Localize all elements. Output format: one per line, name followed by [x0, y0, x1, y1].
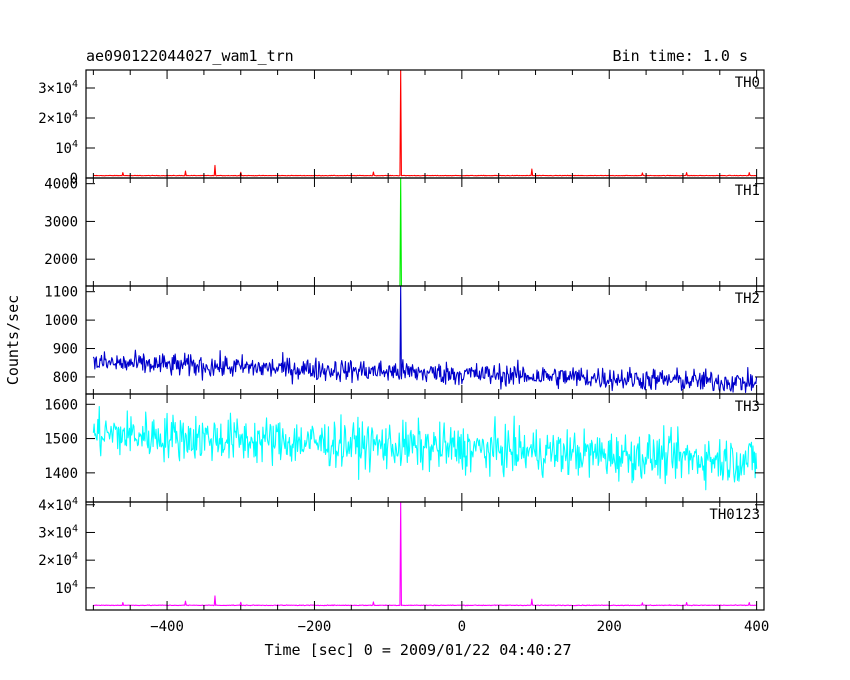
y-tick-label: 1600	[44, 397, 78, 413]
x-axis-label: Time [sec] 0 = 2009/01/22 04:40:27	[264, 641, 571, 659]
panel-label-th0: TH0	[735, 75, 760, 91]
y-tick-label: 4000	[44, 177, 78, 193]
series-line-th2	[92, 286, 758, 394]
y-tick-label: 1100	[44, 285, 78, 301]
series-line-th0123	[93, 502, 757, 607]
panel-th2: 800 900 1000 1100 TH2	[44, 285, 765, 395]
y-tick-label: 3×104	[38, 523, 78, 541]
y-tick-label: 104	[55, 579, 78, 597]
y-tick-label: 800	[53, 370, 78, 386]
y-tick-label: 1500	[44, 432, 78, 448]
series-line-th0	[93, 70, 757, 177]
y-tick-label: 3000	[44, 214, 78, 230]
series-line-th1	[93, 178, 757, 286]
y-tick-label: 2000	[44, 252, 78, 268]
y-tick-label: 104	[55, 139, 78, 157]
panel-th1: 2000 3000 4000 TH1	[44, 177, 765, 287]
y-tick-label: 0	[70, 171, 78, 187]
panel-label-th1: TH1	[735, 183, 760, 199]
y-tick-label: 3×104	[38, 79, 78, 97]
bin-time-label: Bin time: 1.0 s	[613, 47, 748, 65]
panel-th3: 1400 1500 1600 TH3	[44, 393, 765, 503]
panel-frame	[85, 501, 765, 611]
panel-label-th3: TH3	[735, 399, 760, 415]
y-tick-label: 1000	[44, 313, 78, 329]
x-axis: −400 −200 0 200 400	[150, 619, 769, 635]
y-tick-label: 2×104	[38, 109, 78, 127]
y-tick-label: 900	[53, 342, 78, 358]
y-tick-label: 1400	[44, 466, 78, 482]
panel-label-th0123: TH0123	[709, 507, 760, 523]
y-tick-label: 4×104	[38, 496, 78, 514]
panel-th0123: 104 2×104 3×104 4×104 TH0123	[38, 496, 765, 611]
x-tick-label: 0	[458, 619, 466, 635]
y-tick-label: 2×104	[38, 551, 78, 569]
panel-frame	[85, 177, 765, 287]
chart-title: ae090122044027_wam1_trn	[86, 47, 294, 65]
x-tick-label: −200	[298, 619, 332, 635]
series-line-th3	[92, 405, 758, 491]
panel-frame	[85, 69, 765, 179]
x-tick-label: 200	[597, 619, 622, 635]
y-axis-label: Counts/sec	[4, 295, 22, 385]
x-tick-label: −400	[150, 619, 184, 635]
panel-label-th2: TH2	[735, 291, 760, 307]
x-tick-label: 400	[744, 619, 769, 635]
panel-th0: 0 104 2×104 3×104 TH0	[38, 69, 765, 187]
panel-stack: 0 104 2×104 3×104 TH0 2000 3000 4000 TH1 800 900 10…	[38, 69, 765, 611]
